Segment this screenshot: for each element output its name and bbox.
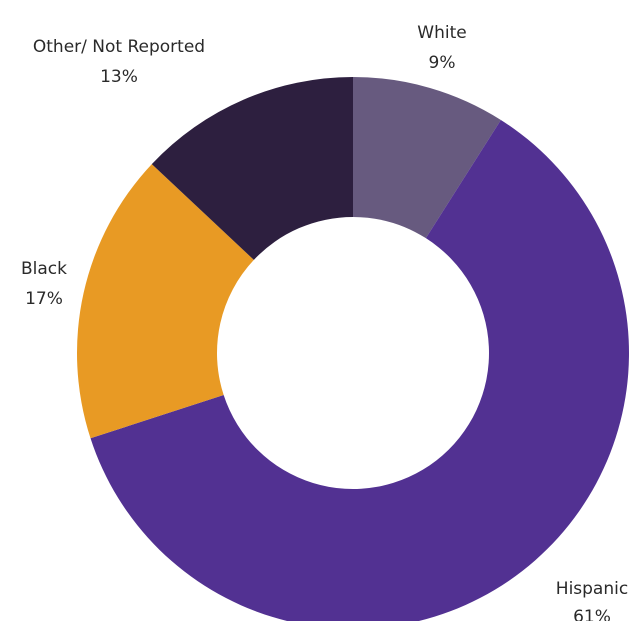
slice-label-hispanic: Hispanic <box>556 579 628 599</box>
slice-value-black: 17% <box>25 289 63 309</box>
slice-labels: White 9% Hispanic 61% Black 17% Other/ Not Rep… <box>21 23 628 621</box>
slice-other-not-reported <box>151 77 353 260</box>
slice-black <box>77 164 254 439</box>
slice-value-white: 9% <box>429 53 456 73</box>
donut-slices <box>77 77 629 621</box>
slice-label-black: Black <box>21 259 67 279</box>
slice-white <box>353 77 501 239</box>
slice-hispanic <box>90 119 629 621</box>
slice-value-other-not-reported: 13% <box>100 67 138 87</box>
slice-value-hispanic: 61% <box>573 607 611 621</box>
slice-label-white: White <box>417 23 466 43</box>
slice-label-other-not-reported: Other/ Not Reported <box>33 37 205 57</box>
